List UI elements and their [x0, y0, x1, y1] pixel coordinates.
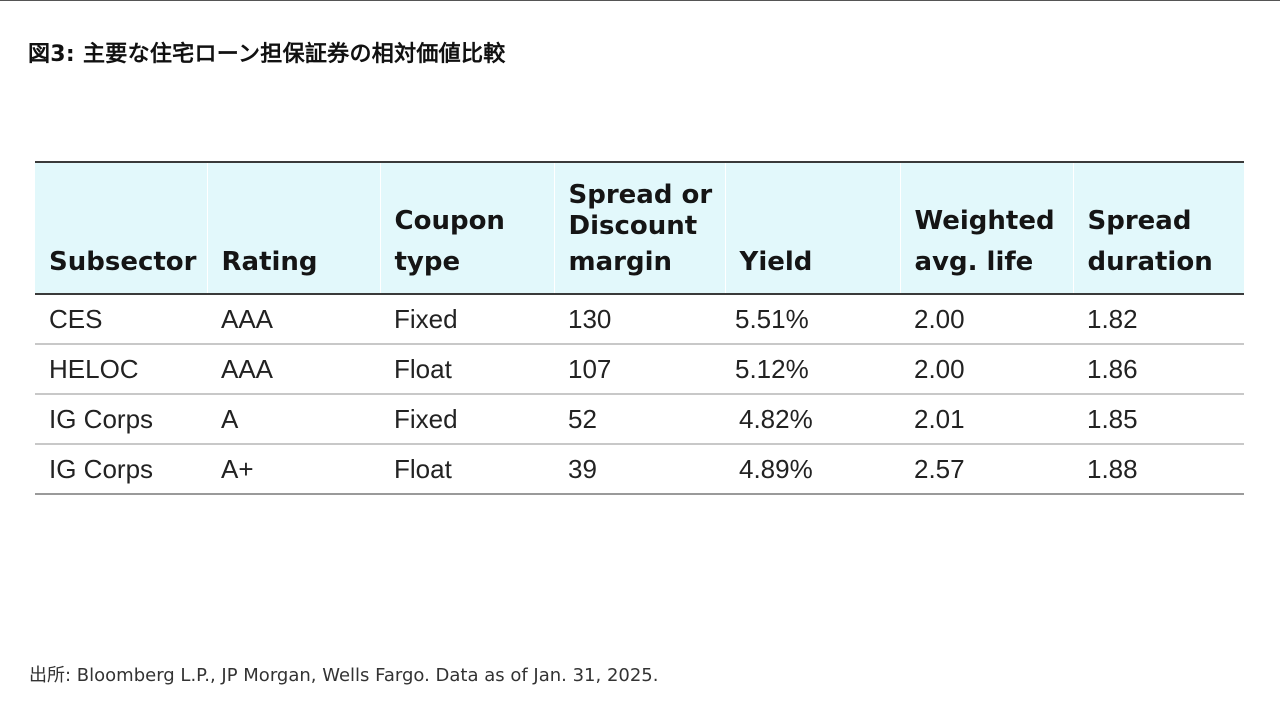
cell-subsector: CES [35, 294, 207, 345]
cell-spread-duration: 1.85 [1073, 394, 1244, 445]
header-line: margin [568, 247, 673, 277]
comparison-table-container: Subsector Rating Coupon type Spread or D… [35, 161, 1244, 495]
cell-coupon-type: Fixed [380, 394, 554, 445]
header-yield: Yield [724, 161, 900, 295]
header-line: Spread [1087, 206, 1192, 236]
cell-rating: AAA [207, 294, 380, 345]
header-subsector: Subsector [35, 161, 207, 295]
header-line: Coupon [394, 206, 505, 236]
header-line: type [394, 247, 461, 277]
cell-spread-duration: 1.88 [1073, 444, 1244, 495]
header-rating: Rating [206, 161, 380, 295]
cell-spread: 107 [554, 344, 725, 395]
header-line: Discount [568, 211, 698, 241]
header-line: Subsector [49, 247, 197, 277]
table-row: HELOC AAA Float 107 5.12% 2.00 1.86 [35, 344, 1244, 395]
cell-subsector: HELOC [35, 344, 207, 395]
page-title: 図3: 主要な住宅ローン担保証券の相対価値比較 [28, 42, 506, 67]
source-note: 出所: Bloomberg L.P., JP Morgan, Wells Far… [29, 665, 659, 686]
cell-weighted-avg-life: 2.01 [900, 394, 1073, 445]
table-row: CES AAA Fixed 130 5.51% 2.00 1.82 [35, 294, 1244, 345]
cell-rating: AAA [207, 344, 380, 395]
cell-weighted-avg-life: 2.00 [900, 344, 1073, 395]
cell-coupon-type: Fixed [380, 294, 554, 345]
cell-subsector: IG Corps [35, 394, 207, 445]
comparison-table: Subsector Rating Coupon type Spread or D… [35, 161, 1244, 495]
table-row: IG Corps A+ Float 39 4.89% 2.57 1.88 [35, 444, 1244, 495]
cell-spread-duration: 1.82 [1073, 294, 1244, 345]
header-line: Yield [739, 247, 813, 277]
cell-subsector: IG Corps [35, 444, 207, 495]
header-line: Rating [221, 247, 318, 277]
header-line: avg. life [914, 247, 1034, 277]
cell-spread: 52 [554, 394, 725, 445]
header-weighted-avg-life: Weighted avg. life [899, 161, 1073, 295]
header-line: Weighted [914, 206, 1055, 236]
header-spread-duration: Spread duration [1072, 161, 1244, 295]
cell-coupon-type: Float [380, 444, 554, 495]
cell-spread: 39 [554, 444, 725, 495]
table-row: IG Corps A Fixed 52 4.82% 2.01 1.85 [35, 394, 1244, 445]
cell-rating: A [207, 394, 380, 445]
header-row: Subsector Rating Coupon type Spread or D… [35, 161, 1244, 295]
cell-yield: 4.82% [725, 394, 900, 445]
header-line: Spread or [568, 180, 713, 210]
table-header: Subsector Rating Coupon type Spread or D… [35, 161, 1244, 295]
header-spread-or-discount-margin: Spread or Discount margin [553, 161, 725, 295]
top-divider [0, 0, 1280, 1]
cell-rating: A+ [207, 444, 380, 495]
cell-yield: 5.12% [725, 344, 900, 395]
cell-spread-duration: 1.86 [1073, 344, 1244, 395]
cell-coupon-type: Float [380, 344, 554, 395]
header-coupon-type: Coupon type [379, 161, 554, 295]
table-body: CES AAA Fixed 130 5.51% 2.00 1.82 HELOC … [35, 294, 1244, 495]
cell-yield: 5.51% [725, 294, 900, 345]
cell-spread: 130 [554, 294, 725, 345]
header-line: duration [1087, 247, 1213, 277]
cell-weighted-avg-life: 2.00 [900, 294, 1073, 345]
cell-weighted-avg-life: 2.57 [900, 444, 1073, 495]
cell-yield: 4.89% [725, 444, 900, 495]
